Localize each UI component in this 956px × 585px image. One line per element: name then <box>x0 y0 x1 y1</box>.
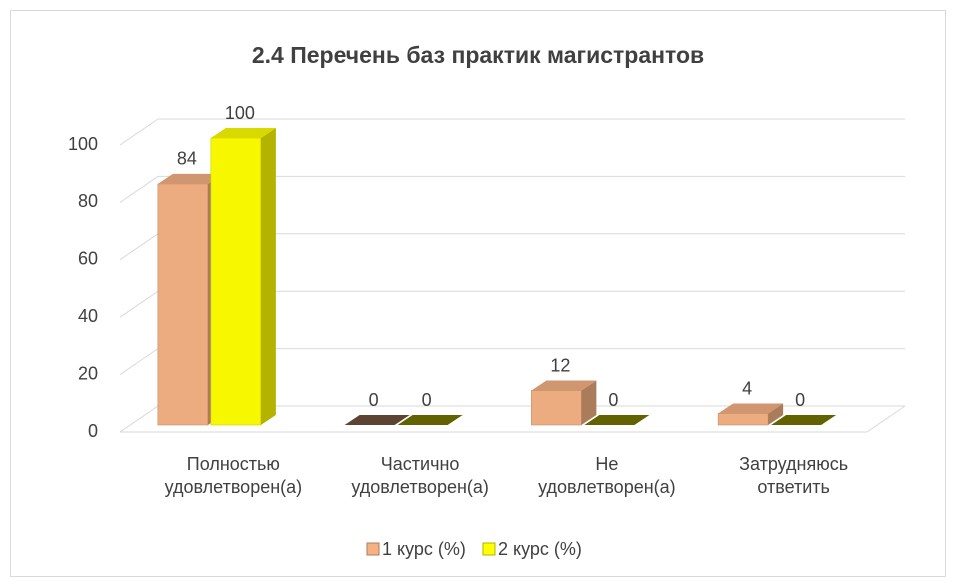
y-tick-label: 20 <box>78 363 98 383</box>
floor-edge <box>866 405 906 433</box>
x-tick-label: Затрудняюсь ответить <box>739 454 848 497</box>
value-label: 12 <box>550 355 570 375</box>
x-tick-line: Затрудняюсь <box>739 454 848 474</box>
legend-marker <box>482 542 496 556</box>
y-tick-label: 100 <box>68 134 98 154</box>
bar <box>397 415 463 425</box>
x-tick-line: Частично <box>381 454 460 474</box>
y-tick-label: 0 <box>88 421 98 441</box>
value-label: 0 <box>369 390 379 410</box>
value-label: 4 <box>742 378 752 398</box>
x-tick-line: Не <box>595 454 618 474</box>
bar-top <box>584 415 650 425</box>
bar <box>771 415 837 425</box>
bar-top <box>771 415 837 425</box>
y-tick-label: 60 <box>78 249 98 269</box>
bar-front <box>157 183 209 426</box>
bar <box>210 128 276 426</box>
bar-front <box>210 137 262 426</box>
value-label: 0 <box>795 390 805 410</box>
bar <box>344 415 410 425</box>
value-label: 84 <box>177 149 197 169</box>
x-tick-label: Полностью удовлетворен(а) <box>165 454 303 497</box>
chart-title: 2.4 Перечень баз практик магистрантов <box>252 42 704 68</box>
x-tick-label: Частично удовлетворен(а) <box>351 454 489 497</box>
y-tick-label: 80 <box>78 191 98 211</box>
bar <box>584 415 650 425</box>
grid-line <box>119 175 905 203</box>
bar <box>717 403 784 426</box>
x-tick-line: удовлетворен(а) <box>165 477 303 497</box>
bar-top <box>157 173 223 184</box>
bar-side <box>260 128 276 425</box>
x-tick-line: удовлетворен(а) <box>351 477 489 497</box>
x-tick-line: удовлетворен(а) <box>538 477 676 497</box>
legend-label: 2 курс (%) <box>498 539 582 559</box>
x-tick-line: ответить <box>757 477 830 497</box>
bar-front <box>531 390 582 426</box>
grid-line <box>119 118 905 146</box>
bar-top <box>210 128 276 138</box>
value-label: 0 <box>608 390 618 410</box>
legend-label: 1 курс (%) <box>382 539 466 559</box>
legend-marker <box>366 542 380 556</box>
bar-front <box>717 413 769 426</box>
x-tick-label: Не удовлетворен(а) <box>538 454 676 497</box>
value-label: 100 <box>225 103 255 123</box>
value-label: 0 <box>422 390 432 410</box>
bar-top <box>397 415 463 425</box>
bar-top <box>531 380 597 391</box>
x-tick-line: Полностью <box>187 454 280 474</box>
bar-side <box>768 403 784 425</box>
bar-top <box>718 403 784 414</box>
bar-side <box>581 380 597 425</box>
bar-top <box>344 415 410 425</box>
y-tick-label: 40 <box>78 306 98 326</box>
bar <box>531 380 597 426</box>
